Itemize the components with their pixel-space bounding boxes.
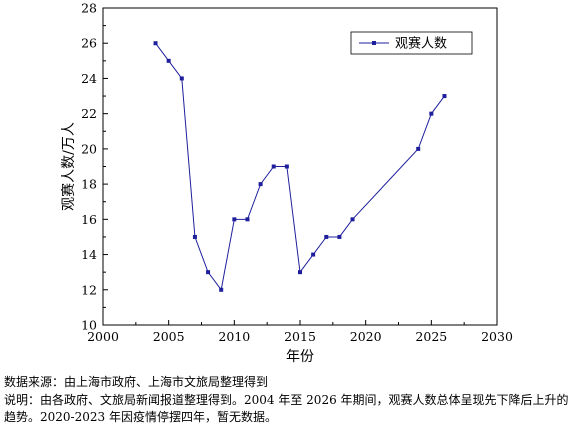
y-tick-label: 24: [81, 71, 97, 86]
y-tick-label: 20: [81, 141, 97, 156]
x-tick-label: 2025: [415, 329, 447, 344]
data-point: [298, 270, 302, 275]
y-tick-label: 14: [81, 247, 97, 262]
data-point: [192, 234, 197, 239]
y-tick-label: 16: [81, 212, 97, 227]
data-point: [311, 252, 316, 257]
legend-marker: [372, 41, 376, 45]
data-point: [153, 41, 158, 46]
series-layer: [153, 41, 447, 292]
y-tick-label: 28: [81, 1, 97, 16]
data-point: [442, 94, 447, 99]
data-point: [350, 217, 355, 222]
x-tick-label: 2010: [218, 329, 250, 344]
data-point: [271, 164, 276, 169]
x-axis-title: 年份: [286, 349, 314, 365]
y-axis-title: 观赛人数/万人: [61, 122, 77, 211]
y-tick-label: 26: [81, 36, 97, 51]
legend-entry: 观赛人数: [395, 36, 447, 52]
data-point: [179, 76, 184, 81]
line-chart: 2000 2005 2010 2015 2020 2025 2030 10 12 14 16 18 2…: [61, 1, 513, 366]
explanation-note: 说明：由各政府、文旅局新闻报道整理得到。2004 年至 2026 年期间，观赛人…: [4, 392, 569, 425]
data-point: [219, 287, 224, 292]
chart-notes: 数据来源：由上海市政府、上海市文旅局整理得到 说明：由各政府、文旅局新闻报道整理…: [4, 374, 578, 427]
x-tick-label: 2000: [87, 329, 119, 344]
data-point: [324, 234, 329, 239]
data-point: [206, 270, 211, 275]
x-axis-ticks: 2000 2005 2010 2015 2020 2025 2030: [87, 320, 513, 344]
x-tick-label: 2015: [284, 329, 316, 344]
legend-box: [350, 31, 473, 55]
x-tick-label: 2030: [481, 329, 513, 344]
legend: 观赛人数: [350, 31, 473, 55]
data-point: [429, 111, 434, 116]
x-tick-label: 2005: [153, 329, 185, 344]
x-tick-label: 2020: [350, 329, 382, 344]
data-point: [337, 234, 342, 239]
series-line: [155, 42, 445, 291]
y-tick-label: 12: [81, 282, 97, 297]
data-point: [416, 146, 421, 151]
data-point: [166, 58, 171, 63]
data-point: [245, 217, 250, 222]
y-tick-label: 18: [81, 177, 97, 192]
data-source-note: 数据来源：由上海市政府、上海市文旅局整理得到: [4, 375, 269, 389]
data-point: [232, 217, 237, 222]
y-tick-label: 10: [81, 318, 97, 333]
data-point: [284, 164, 289, 169]
y-axis-ticks: 10 12 14 16 18 20 22 24 26 28: [81, 1, 108, 333]
plot-area-frame: [102, 7, 498, 326]
data-point: [258, 182, 263, 187]
y-tick-label: 22: [81, 106, 97, 121]
